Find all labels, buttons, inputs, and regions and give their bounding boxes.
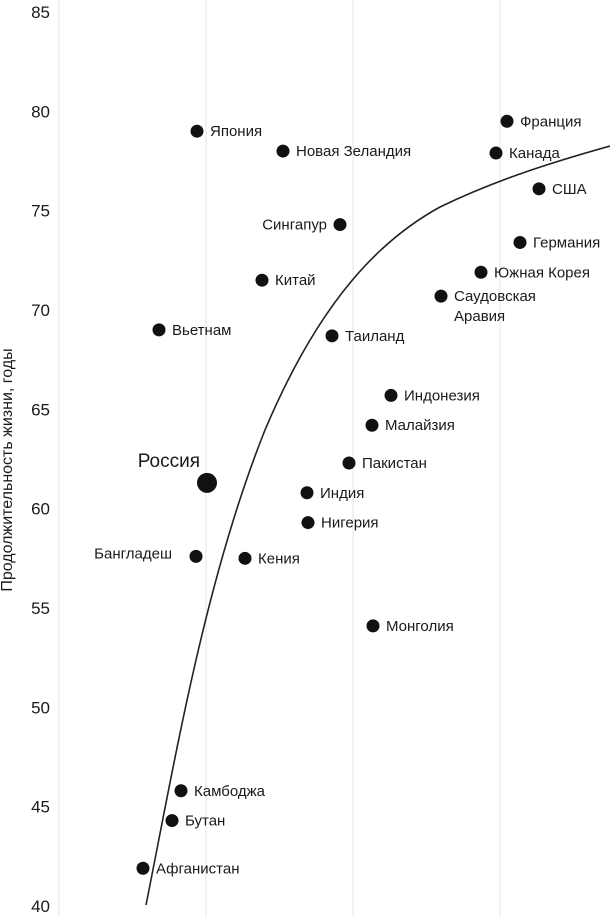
grid-lines xyxy=(58,0,501,916)
data-point-label: Вьетнам xyxy=(172,322,231,339)
data-point-label: Новая Зеландия xyxy=(296,143,411,160)
data-point xyxy=(333,218,347,232)
data-point-label: Кения xyxy=(258,550,300,567)
data-point xyxy=(174,784,188,798)
data-point-label: Афганистан xyxy=(156,860,240,877)
data-point-label: Таиланд xyxy=(345,328,405,345)
data-point xyxy=(301,516,315,530)
data-point xyxy=(300,486,314,500)
data-point-label: Индонезия xyxy=(404,387,480,404)
data-point xyxy=(366,619,380,633)
data-point xyxy=(434,289,448,303)
data-point xyxy=(276,144,290,158)
y-tick-label: 45 xyxy=(31,798,50,817)
data-point-label: Южная Корея xyxy=(494,264,590,281)
data-point-label: Бутан xyxy=(185,813,225,830)
data-point-label: Камбоджа xyxy=(194,783,266,800)
data-point xyxy=(325,329,339,343)
y-tick-label: 75 xyxy=(31,202,50,221)
data-point-label: Япония xyxy=(210,123,262,140)
y-tick-label: 70 xyxy=(31,301,50,320)
data-point xyxy=(255,273,269,287)
data-point-label: Малайзия xyxy=(385,417,455,434)
y-tick-label: 50 xyxy=(31,698,50,717)
data-point xyxy=(513,235,527,249)
y-axis-title: Продолжительность жизни, годы xyxy=(0,348,16,591)
data-point xyxy=(365,418,379,432)
data-point xyxy=(136,861,150,875)
y-tick-label: 65 xyxy=(31,400,50,419)
data-point-label: Канада xyxy=(509,145,560,162)
data-point-label: Россия xyxy=(138,451,200,472)
y-tick-label: 60 xyxy=(31,500,50,519)
data-point xyxy=(532,182,546,196)
data-point-label: Китай xyxy=(275,272,316,289)
data-point-label: Саудовская Аравия xyxy=(454,288,536,325)
data-point xyxy=(384,388,398,402)
point-labels: Япония Новая Зеландия Франция Канада США Синг… xyxy=(94,113,600,877)
data-point xyxy=(165,814,179,828)
data-point xyxy=(500,114,514,128)
data-point xyxy=(152,323,166,337)
y-axis-ticks: 40 45 50 55 60 65 70 75 80 85 xyxy=(31,3,50,916)
trend-curve xyxy=(145,145,610,906)
data-point-label: Нигерия xyxy=(321,515,379,532)
data-point-label: Франция xyxy=(520,113,581,130)
data-point xyxy=(238,551,252,565)
y-tick-label: 85 xyxy=(31,3,50,22)
data-point-label: Сингапур xyxy=(262,217,327,234)
data-point-label: США xyxy=(552,181,587,198)
data-point xyxy=(189,549,203,563)
y-tick-label: 40 xyxy=(31,897,50,916)
data-point-label: Германия xyxy=(533,234,600,251)
data-point-label: Пакистан xyxy=(362,455,427,472)
data-point xyxy=(489,146,503,160)
scatter-points xyxy=(136,114,546,875)
data-point xyxy=(474,265,488,279)
data-point xyxy=(342,456,356,470)
data-point xyxy=(190,124,204,138)
data-point-label: Монголия xyxy=(386,618,454,635)
y-tick-label: 80 xyxy=(31,102,50,121)
data-point xyxy=(197,472,217,493)
y-tick-label: 55 xyxy=(31,599,50,618)
data-point-label: Бангладеш xyxy=(94,545,172,562)
data-point-label: Индия xyxy=(320,485,364,502)
